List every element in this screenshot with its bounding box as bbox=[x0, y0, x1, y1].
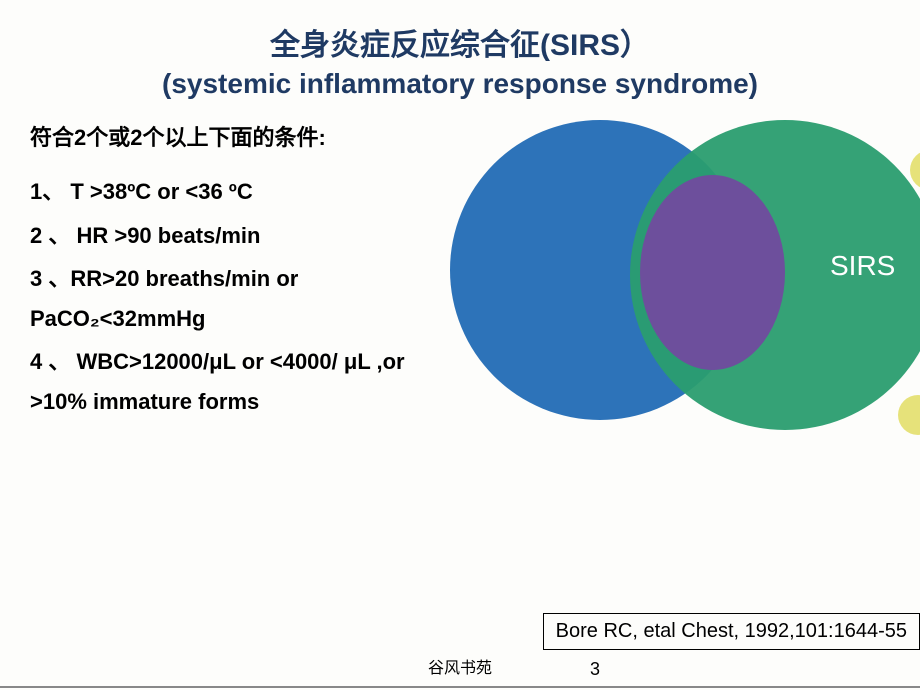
bottom-rule bbox=[0, 686, 920, 688]
venn-diagram: SIRS bbox=[450, 120, 920, 500]
sirs-label: SIRS bbox=[830, 250, 895, 282]
yellow-dot bbox=[910, 150, 920, 190]
criteria-item-2: 2 、 HR >90 beats/min bbox=[30, 216, 450, 256]
content-area: 符合2个或2个以上下面的条件: 1、 T >38ºC or <36 ºC 2 、… bbox=[0, 120, 920, 500]
title-line2: (systemic inflammatory response syndrome… bbox=[0, 68, 920, 100]
page-number: 3 bbox=[590, 659, 600, 680]
criteria-heading: 符合2个或2个以上下面的条件: bbox=[30, 120, 450, 152]
criteria-item-3: 3 、RR>20 breaths/min or PaCO₂<32mmHg bbox=[30, 259, 450, 338]
citation-box: Bore RC, etal Chest, 1992,101:1644-55 bbox=[543, 613, 920, 650]
overlap-region bbox=[640, 175, 785, 370]
title-line1: 全身炎症反应综合征(SIRS） bbox=[0, 20, 920, 64]
title-block: 全身炎症反应综合征(SIRS） (systemic inflammatory r… bbox=[0, 0, 920, 100]
yellow-dot bbox=[898, 395, 920, 435]
criteria-item-1: 1、 T >38ºC or <36 ºC bbox=[30, 172, 450, 212]
footer-text: 谷风书苑 bbox=[428, 654, 492, 678]
criteria-item-4: 4 、 WBC>12000/μL or <4000/ μL ,or >10% i… bbox=[30, 342, 450, 421]
criteria-column: 符合2个或2个以上下面的条件: 1、 T >38ºC or <36 ºC 2 、… bbox=[30, 120, 450, 426]
